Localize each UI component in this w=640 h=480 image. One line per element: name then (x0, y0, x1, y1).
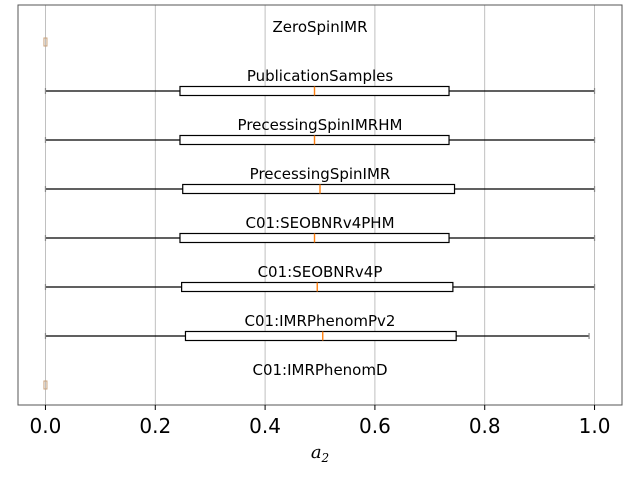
point-mass-marker (43, 380, 48, 390)
box-label: PublicationSamples (247, 67, 394, 85)
x-tick-label: 0.8 (469, 414, 501, 438)
boxes: ZeroSpinIMR PublicationSamples PrecessingS… (43, 18, 596, 390)
x-axis-label-subscript: 2 (321, 451, 330, 465)
box-group: C01:SEOBNRv4P (44, 263, 596, 293)
box-group: PrecessingSpinIMR (44, 165, 596, 195)
x-axis-label-main: a (311, 442, 322, 463)
box-label: C01:IMRPhenomPv2 (245, 312, 396, 330)
x-axis-label: a2 (311, 442, 329, 465)
box-label: PrecessingSpinIMR (250, 165, 391, 183)
box-label: C01:IMRPhenomD (252, 361, 387, 379)
box-group: C01:IMRPhenomPv2 (44, 312, 590, 342)
x-tick-label: 1.0 (579, 414, 611, 438)
box-group: C01:SEOBNRv4PHM (44, 214, 596, 244)
box-iqr (182, 183, 456, 195)
x-tick-label: 0.2 (139, 414, 171, 438)
box-label: C01:SEOBNRv4PHM (245, 214, 394, 232)
box-group: C01:IMRPhenomD (43, 361, 388, 390)
x-ticks: 0.0 0.2 0.4 0.6 0.8 1.0 (30, 405, 611, 438)
box-iqr (184, 330, 457, 342)
box-label: ZeroSpinIMR (272, 18, 367, 36)
x-tick-label: 0.4 (249, 414, 281, 438)
grid-lines (45, 5, 595, 405)
x-tick-label: 0.6 (359, 414, 391, 438)
point-mass-marker (43, 37, 48, 47)
box-group: PublicationSamples (44, 67, 596, 97)
plot-frame (17, 4, 623, 406)
box-group: ZeroSpinIMR (43, 18, 368, 47)
x-tick-label: 0.0 (30, 414, 62, 438)
box-group: PrecessingSpinIMRHM (44, 116, 596, 146)
box-label: C01:SEOBNRv4P (258, 263, 383, 281)
box-label: PrecessingSpinIMRHM (238, 116, 403, 134)
